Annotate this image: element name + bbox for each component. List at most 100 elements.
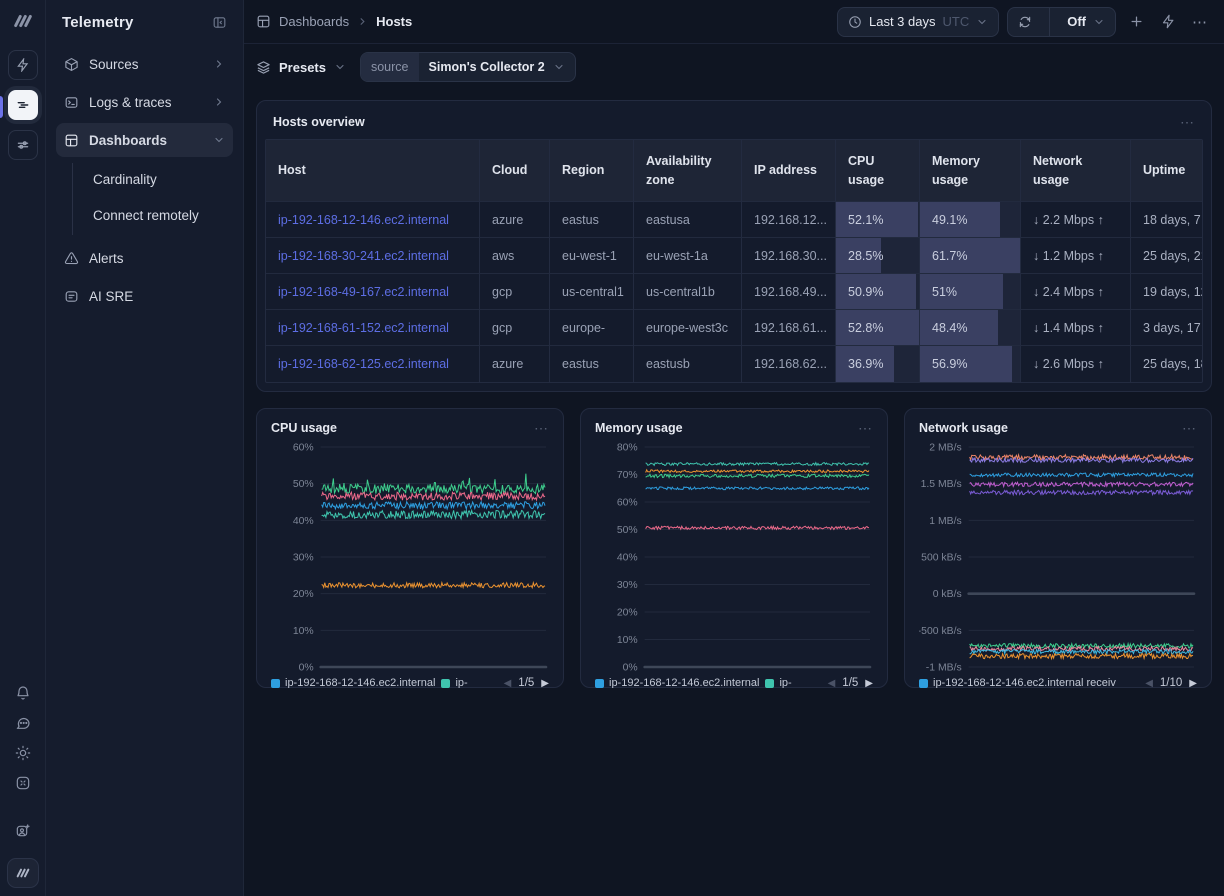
ip-address-cell: 192.168.30...: [742, 238, 836, 274]
app-logo-icon[interactable]: [12, 10, 34, 32]
chevron-right-icon: [213, 58, 225, 70]
theme-sun-icon[interactable]: [8, 738, 38, 768]
hosts-table-header-cell[interactable]: Network usage: [1021, 140, 1131, 202]
y-axis-tick: 20%: [617, 607, 638, 618]
host-link[interactable]: ip-192-168-12-146.ec2.internal: [278, 213, 449, 227]
legend-swatch: [441, 679, 450, 688]
series-green-transmit: [970, 644, 1193, 648]
host-link[interactable]: ip-192-168-49-167.ec2.internal: [278, 285, 449, 299]
region-cell: europe-: [550, 310, 634, 346]
breadcrumb-parent[interactable]: Dashboards: [279, 14, 349, 29]
host-link[interactable]: ip-192-168-62-125.ec2.internal: [278, 357, 449, 371]
notifications-bell-icon[interactable]: [8, 678, 38, 708]
overflow-menu-button[interactable]: ⋯: [1188, 10, 1212, 34]
pager-next-button[interactable]: ▶: [865, 678, 873, 689]
source-filter[interactable]: source Simon's Collector 2: [360, 52, 576, 82]
card-menu-button[interactable]: ⋯: [1182, 423, 1197, 433]
series-blue-series: [322, 502, 545, 509]
y-axis-tick: 60%: [293, 442, 314, 453]
host-link[interactable]: ip-192-168-61-152.ec2.internal: [278, 321, 449, 335]
hosts-table-header-cell[interactable]: Uptime: [1131, 140, 1202, 202]
y-axis-tick: 10%: [293, 626, 314, 637]
legend-item[interactable]: ip-: [765, 677, 791, 688]
presets-button[interactable]: Presets: [256, 60, 346, 75]
sidebar-item-logs-traces[interactable]: Logs & traces: [56, 85, 233, 119]
sidebar-item-alerts[interactable]: Alerts: [56, 241, 233, 275]
availability-zone-cell: us-central1b: [634, 274, 742, 310]
memory-usage-plot: 80%70%60%50%40%30%20%10%0%: [595, 439, 873, 673]
invite-user-icon[interactable]: [8, 816, 38, 846]
source-filter-value: Simon's Collector 2: [429, 60, 545, 74]
pager-prev-button[interactable]: ◀: [1145, 678, 1153, 689]
ip-address-cell: 192.168.61...: [742, 310, 836, 346]
hosts-table-header-cell[interactable]: IP address: [742, 140, 836, 202]
zap-icon[interactable]: [1156, 10, 1180, 34]
pager-prev-button[interactable]: ◀: [828, 678, 836, 689]
availability-zone-cell: eastusb: [634, 346, 742, 382]
terminal-icon: [64, 95, 79, 110]
hosts-table-header-cell[interactable]: Region: [550, 140, 634, 202]
workspace-settings-icon[interactable]: [8, 130, 38, 160]
sidebar-item-ai-sre[interactable]: AI SRE: [56, 279, 233, 313]
sidebar-item-connect-remotely[interactable]: Connect remotely: [73, 199, 233, 231]
ip-address-cell: 192.168.49...: [742, 274, 836, 310]
workspace-flows-icon[interactable]: [8, 50, 38, 80]
org-avatar[interactable]: [7, 858, 39, 888]
pager-next-button[interactable]: ▶: [541, 678, 549, 689]
pager-prev-button[interactable]: ◀: [504, 678, 512, 689]
network-usage-plot: 2 MB/s1.5 MB/s1 MB/s500 kB/s0 kB/s-500 k…: [919, 439, 1197, 673]
collapse-sidebar-icon[interactable]: [212, 15, 227, 30]
pager-next-button[interactable]: ▶: [1189, 678, 1197, 689]
legend-item[interactable]: ip-192-168-12-146.ec2.internal receiv: [919, 677, 1116, 688]
hosts-table-header-cell[interactable]: Cloud: [480, 140, 550, 202]
filterbar: Presets source Simon's Collector 2: [244, 44, 1224, 90]
y-axis-tick: 70%: [617, 470, 638, 481]
sidebar-item-sources[interactable]: Sources: [56, 47, 233, 81]
region-cell: us-central1: [550, 274, 634, 310]
ip-address-cell: 192.168.62...: [742, 346, 836, 382]
table-row: ip-192-168-49-167.ec2.internalgcpus-cent…: [266, 274, 1202, 310]
memory-usage-cell: 51%: [920, 274, 1021, 310]
hosts-table-header-cell[interactable]: Host: [266, 140, 480, 202]
refresh-icon[interactable]: [1008, 8, 1042, 36]
card-menu-button[interactable]: ⋯: [534, 423, 549, 433]
feedback-chat-icon[interactable]: [8, 708, 38, 738]
workspace-telemetry-icon[interactable]: [8, 90, 38, 120]
add-panel-button[interactable]: [1124, 10, 1148, 34]
hosts-table-header-cell[interactable]: Memory usage: [920, 140, 1021, 202]
cpu-usage-cell: 52.8%: [836, 310, 920, 346]
sidebar-item-dashboards[interactable]: Dashboards: [56, 123, 233, 157]
table-row: ip-192-168-12-146.ec2.internalazureeastu…: [266, 202, 1202, 238]
cpu-usage-cell: 36.9%: [836, 346, 920, 382]
availability-zone-cell: eu-west-1a: [634, 238, 742, 274]
apps-grid-icon[interactable]: [8, 768, 38, 798]
series-teal-series: [322, 510, 545, 518]
series-blue-series: [646, 487, 869, 490]
chevron-down-icon: [334, 61, 346, 73]
hosts-table-header-cell[interactable]: CPU usage: [836, 140, 920, 202]
sidebar-item-cardinality[interactable]: Cardinality: [73, 163, 233, 195]
auto-refresh-select[interactable]: Off: [1057, 8, 1115, 36]
breadcrumb-chevron-icon: [357, 16, 368, 27]
host-link[interactable]: ip-192-168-30-241.ec2.internal: [278, 249, 449, 263]
chart-title: Network usage: [919, 421, 1008, 435]
alert-triangle-icon: [64, 251, 79, 266]
legend-item[interactable]: ip-192-168-12-146.ec2.internal: [271, 677, 435, 688]
cloud-cell: azure: [480, 346, 550, 382]
network-usage-cell: ↓ 2.2 Mbps ↑: [1021, 202, 1131, 238]
card-menu-button[interactable]: ⋯: [1180, 117, 1195, 127]
host-cell: ip-192-168-30-241.ec2.internal: [266, 238, 480, 274]
time-range-picker[interactable]: Last 3 days UTC: [837, 7, 999, 37]
source-filter-key: source: [361, 53, 419, 81]
card-menu-button[interactable]: ⋯: [858, 423, 873, 433]
legend-item[interactable]: ip-: [441, 677, 467, 688]
hosts-table-header-cell[interactable]: Availability zone: [634, 140, 742, 202]
chevron-down-icon: [976, 16, 988, 28]
hosts-table-header-row: HostCloudRegionAvailability zoneIP addre…: [266, 140, 1202, 202]
legend-label: ip-: [455, 677, 467, 688]
breadcrumb-current: Hosts: [376, 14, 412, 29]
legend-pager: ◀1/5▶: [828, 677, 873, 688]
legend-item[interactable]: ip-192-168-12-146.ec2.internal: [595, 677, 759, 688]
host-cell: ip-192-168-12-146.ec2.internal: [266, 202, 480, 238]
uptime-cell: 25 days, 21: [1131, 238, 1202, 274]
